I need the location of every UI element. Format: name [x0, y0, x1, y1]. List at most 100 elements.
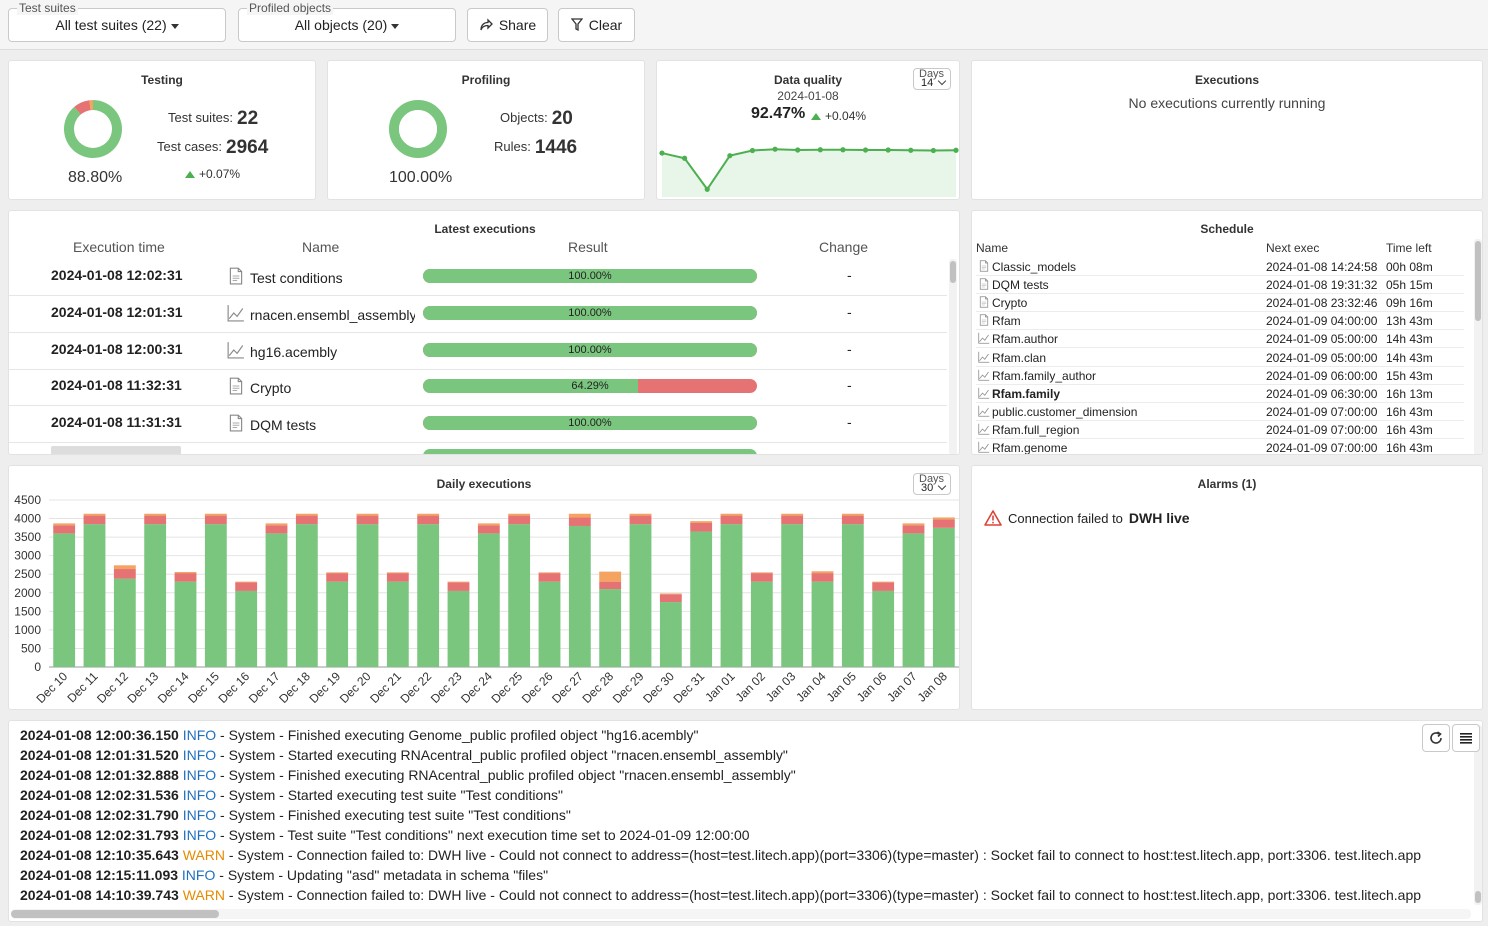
bar-segment-1[interactable] — [629, 515, 652, 525]
bar-segment-2[interactable] — [902, 523, 925, 526]
bar-segment-0[interactable] — [508, 524, 531, 667]
bar-segment-0[interactable] — [174, 581, 197, 667]
execution-name[interactable]: Test conditions — [250, 270, 343, 286]
schedule-row[interactable]: Rfam.full_region 2024-01-09 07:00:00 16h 4… — [976, 421, 1464, 439]
log-vertical-scrollbar[interactable] — [1474, 725, 1482, 905]
bar-segment-1[interactable] — [872, 582, 895, 591]
bar-segment-2[interactable] — [538, 572, 561, 574]
alarm-item[interactable]: Connection failed to DWH live — [984, 510, 1190, 526]
bar-segment-0[interactable] — [568, 525, 591, 667]
bar-segment-1[interactable] — [144, 515, 167, 525]
bar-segment-1[interactable] — [53, 525, 76, 534]
bar-segment-1[interactable] — [811, 573, 834, 582]
bar-segment-0[interactable] — [386, 581, 409, 667]
bar-segment-1[interactable] — [204, 515, 227, 525]
bar-segment-1[interactable] — [538, 573, 561, 582]
bar-segment-2[interactable] — [568, 513, 591, 518]
bar-segment-2[interactable] — [477, 523, 500, 526]
bar-segment-2[interactable] — [295, 513, 318, 516]
latest-execution-row[interactable]: 2024-01-08 12:00:31 hg16.acembly 100.00% - — [9, 333, 947, 370]
bar-segment-1[interactable] — [508, 515, 531, 525]
schedule-row[interactable]: Rfam.author 2024-01-09 05:00:00 14h 43m — [976, 330, 1464, 349]
bar-segment-0[interactable] — [750, 581, 773, 667]
bar-segment-0[interactable] — [265, 533, 288, 667]
bar-segment-1[interactable] — [235, 582, 258, 591]
bar-segment-0[interactable] — [235, 590, 258, 667]
bar-segment-2[interactable] — [386, 572, 409, 574]
bar-segment-2[interactable] — [690, 521, 713, 524]
bar-segment-0[interactable] — [720, 524, 743, 667]
latest-execution-row[interactable]: 2024-01-08 11:31:31 DQM tests 100.00% - — [9, 406, 947, 444]
bar-segment-0[interactable] — [144, 524, 167, 667]
clear-button[interactable]: Clear — [558, 8, 635, 42]
bar-segment-0[interactable] — [326, 581, 349, 667]
log-horizontal-scrollbar[interactable] — [11, 909, 1471, 919]
schedule-row[interactable]: Rfam 2024-01-09 04:00:00 13h 43m — [976, 312, 1464, 331]
bar-segment-2[interactable] — [417, 513, 440, 516]
execution-name[interactable]: Crypto — [250, 380, 292, 397]
bar-segment-0[interactable] — [629, 524, 652, 667]
bar-segment-1[interactable] — [750, 573, 773, 582]
log-menu-button[interactable] — [1452, 724, 1480, 752]
bar-segment-0[interactable] — [113, 578, 136, 667]
bar-segment-2[interactable] — [720, 513, 743, 516]
bar-segment-0[interactable] — [872, 590, 895, 667]
bar-segment-0[interactable] — [53, 533, 76, 667]
bar-segment-1[interactable] — [477, 525, 500, 534]
schedule-row[interactable]: Rfam.family 2024-01-09 06:30:00 16h 13m — [976, 385, 1464, 403]
dq-days-select[interactable]: Days 14 — [913, 68, 951, 90]
bar-segment-1[interactable] — [781, 515, 804, 525]
bar-segment-0[interactable] — [902, 533, 925, 667]
bar-segment-1[interactable] — [386, 573, 409, 582]
bar-segment-2[interactable] — [659, 593, 682, 595]
bar-segment-0[interactable] — [690, 531, 713, 667]
schedule-row[interactable]: Rfam.clan 2024-01-09 05:00:00 14h 43m — [976, 349, 1464, 367]
bar-segment-0[interactable] — [204, 524, 227, 667]
bar-segment-1[interactable] — [568, 517, 591, 526]
bar-segment-1[interactable] — [326, 573, 349, 582]
execution-name[interactable]: rnacen.ensembl_assembly — [250, 306, 415, 323]
bar-segment-2[interactable] — [204, 513, 227, 516]
daily-days-select[interactable]: Days 30 — [913, 473, 951, 495]
schedule-row[interactable]: Crypto 2024-01-08 23:32:46 09h 16m — [976, 294, 1464, 313]
profiled-objects-select[interactable]: Profiled objects All objects (20) — [238, 1, 456, 42]
schedule-row[interactable]: public.customer_dimension 2024-01-09 07:0… — [976, 403, 1464, 421]
bar-segment-2[interactable] — [447, 581, 470, 583]
bar-segment-2[interactable] — [750, 572, 773, 574]
latest-execution-row[interactable]: 2024-01-08 12:02:31 Test conditions 100.00… — [9, 259, 947, 296]
bar-segment-2[interactable] — [265, 523, 288, 526]
bar-segment-1[interactable] — [417, 515, 440, 525]
bar-segment-1[interactable] — [659, 594, 682, 603]
bar-segment-0[interactable] — [932, 527, 955, 667]
refresh-button[interactable] — [1422, 724, 1450, 752]
bar-segment-0[interactable] — [599, 589, 622, 667]
bar-segment-0[interactable] — [659, 602, 682, 667]
bar-segment-2[interactable] — [629, 513, 652, 516]
bar-segment-0[interactable] — [356, 524, 379, 667]
bar-segment-2[interactable] — [174, 571, 197, 574]
bar-segment-2[interactable] — [53, 523, 76, 526]
execution-name[interactable]: hg16.acembly — [250, 343, 338, 360]
share-button[interactable]: Share — [467, 8, 548, 42]
latest-scrollbar[interactable] — [949, 259, 957, 454]
bar-segment-0[interactable] — [538, 581, 561, 667]
bar-segment-2[interactable] — [841, 513, 864, 516]
bar-segment-1[interactable] — [113, 569, 136, 579]
bar-segment-1[interactable] — [599, 581, 622, 590]
bar-segment-0[interactable] — [477, 533, 500, 667]
schedule-row[interactable]: Classic_models 2024-01-08 14:24:58 00h 08m — [976, 258, 1464, 276]
bar-segment-1[interactable] — [841, 515, 864, 525]
bar-segment-1[interactable] — [174, 573, 197, 582]
schedule-row[interactable]: Rfam.genome 2024-01-09 07:00:00 16h 43m — [976, 439, 1464, 454]
bar-segment-2[interactable] — [599, 571, 622, 582]
bar-segment-0[interactable] — [811, 581, 834, 667]
bar-segment-2[interactable] — [781, 513, 804, 516]
bar-segment-1[interactable] — [690, 523, 713, 532]
bar-segment-1[interactable] — [356, 515, 379, 525]
bar-segment-2[interactable] — [144, 513, 167, 516]
bar-segment-0[interactable] — [417, 524, 440, 667]
bar-segment-2[interactable] — [113, 565, 136, 570]
bar-segment-2[interactable] — [83, 513, 106, 516]
bar-segment-1[interactable] — [932, 519, 955, 528]
bar-segment-0[interactable] — [841, 524, 864, 667]
